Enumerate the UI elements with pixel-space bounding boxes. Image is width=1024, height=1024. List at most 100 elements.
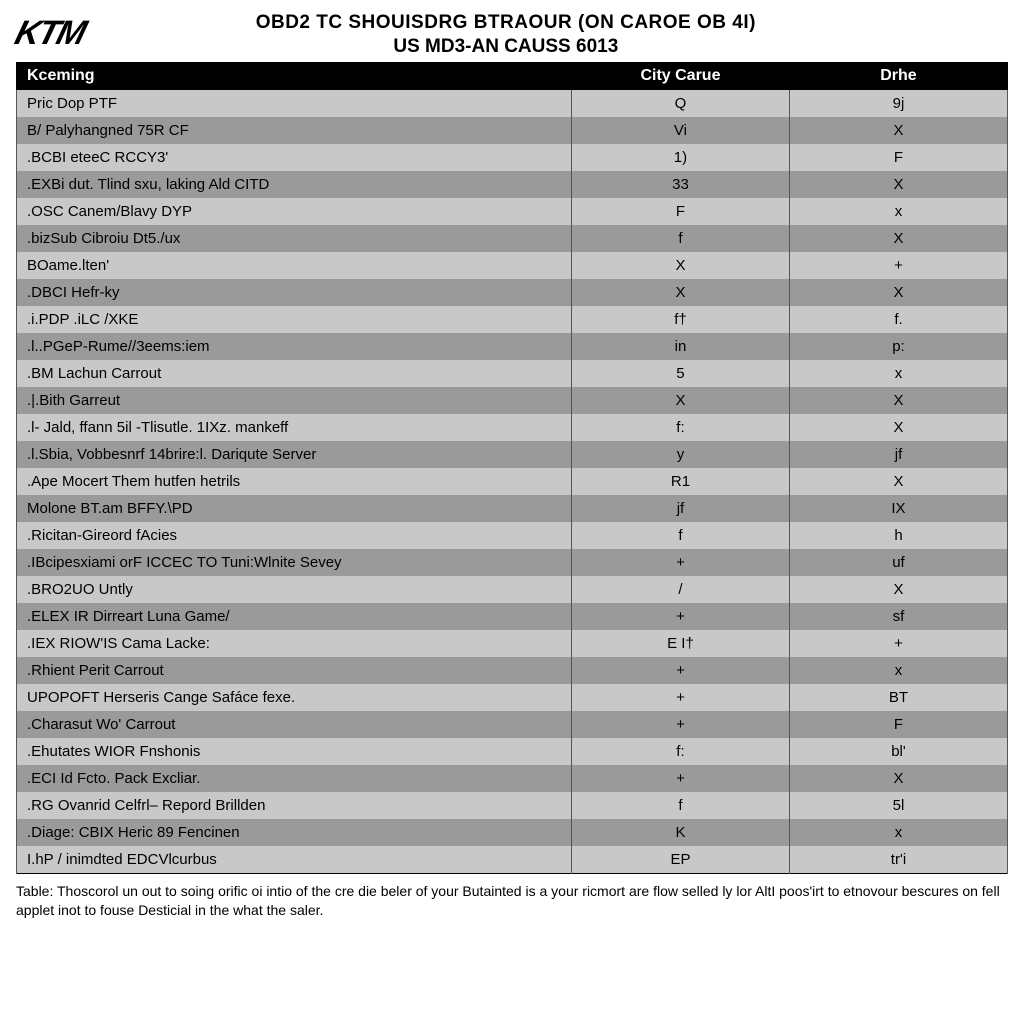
title-line-1: OBD2 TC SHOUISDRG BTRAOUR (ON CAROE OB 4… [104, 12, 908, 34]
cell-city: + [571, 603, 789, 630]
col-header-3: Drhe [789, 63, 1007, 90]
cell-city: + [571, 684, 789, 711]
cell-drhe: F [789, 144, 1007, 171]
cell-drhe: bl' [789, 738, 1007, 765]
cell-drhe: X [789, 279, 1007, 306]
cell-city: 1) [571, 144, 789, 171]
cell-city: F [571, 198, 789, 225]
cell-description: I.hP / inimdted EDCVlcurbus [17, 846, 572, 874]
table-row: .Charasut Wo' Carrout+F [17, 711, 1008, 738]
cell-drhe: 9j [789, 90, 1007, 118]
cell-description: .BCBI eteeC RCCY3' [17, 144, 572, 171]
table-row: .l- Jald, ffann 5il -Tlisutle. 1IXz. man… [17, 414, 1008, 441]
footer-note: Table: Thoscorol un out to soing orific … [16, 882, 1008, 920]
cell-city: Q [571, 90, 789, 118]
cell-drhe: X [789, 387, 1007, 414]
table-row: I.hP / inimdted EDCVlcurbusEPtr'i [17, 846, 1008, 874]
cell-drhe: X [789, 117, 1007, 144]
table-header-row: Kceming City Carue Drhe [17, 63, 1008, 90]
cell-city: f: [571, 738, 789, 765]
cell-description: .ELEX IR Dirreart Luna Game/ [17, 603, 572, 630]
cell-description: .Diage: CBIX Heric 89 Fencinen [17, 819, 572, 846]
cell-drhe: x [789, 198, 1007, 225]
cell-drhe: uf [789, 549, 1007, 576]
cell-description: .Ape Mocert Them hutfen hetrils [17, 468, 572, 495]
cell-drhe: X [789, 765, 1007, 792]
cell-description: .Rhient Perit Carrout [17, 657, 572, 684]
cell-drhe: BT [789, 684, 1007, 711]
cell-description: BOame.lten' [17, 252, 572, 279]
cell-city: y [571, 441, 789, 468]
cell-description: .bizSub Cibroiu Dt5./ux [17, 225, 572, 252]
col-header-2: City Carue [571, 63, 789, 90]
cell-city: X [571, 387, 789, 414]
cell-description: .IEX RIOW'IS Cama Lacke: [17, 630, 572, 657]
cell-city: in [571, 333, 789, 360]
table-row: .IBcipesxiami orF ICCEC TO Tuni:Wlnite S… [17, 549, 1008, 576]
cell-city: EP [571, 846, 789, 874]
cell-city: / [571, 576, 789, 603]
cell-drhe: h [789, 522, 1007, 549]
table-row: .bizSub Cibroiu Dt5./uxfX [17, 225, 1008, 252]
cell-description: .RG Ovanrid Celfrl– Repord Brillden [17, 792, 572, 819]
cell-city: E I† [571, 630, 789, 657]
table-row: Molone BT.am BFFY.\PDjfIX [17, 495, 1008, 522]
header: KTM OBD2 TC SHOUISDRG BTRAOUR (ON CAROE … [16, 12, 1008, 58]
cell-description: .l.Sbia, Vobbesnrf 14brire:l. Dariqute S… [17, 441, 572, 468]
cell-description: .Ehutates WIOR Fnshonis [17, 738, 572, 765]
cell-drhe: + [789, 252, 1007, 279]
cell-description: .Charasut Wo' Carrout [17, 711, 572, 738]
table-row: .ECI Id Fcto. Pack Excliar.+X [17, 765, 1008, 792]
cell-description: B/ Palyhangned 75R CF [17, 117, 572, 144]
cell-drhe: f. [789, 306, 1007, 333]
cell-description: .l- Jald, ffann 5il -Tlisutle. 1IXz. man… [17, 414, 572, 441]
cell-description: .OSC Canem/Blavy DYP [17, 198, 572, 225]
table-row: .BM Lachun Carrout5x [17, 360, 1008, 387]
table-row: .BCBI eteeC RCCY3'1)F [17, 144, 1008, 171]
cell-city: + [571, 711, 789, 738]
cell-city: 33 [571, 171, 789, 198]
table-row: .RG Ovanrid Celfrl– Repord Brilldenf5l [17, 792, 1008, 819]
cell-description: .Ricitan-Gireord fAcies [17, 522, 572, 549]
table-row: .l.Sbia, Vobbesnrf 14brire:l. Dariqute S… [17, 441, 1008, 468]
table-row: .Ehutates WIOR Fnshonisf:bl' [17, 738, 1008, 765]
cell-drhe: p: [789, 333, 1007, 360]
cell-city: + [571, 549, 789, 576]
col-header-1: Kceming [17, 63, 572, 90]
cell-drhe: X [789, 414, 1007, 441]
cell-city: f† [571, 306, 789, 333]
table-row: .l..PGeP-Rume//3eems:ieminp: [17, 333, 1008, 360]
cell-city: X [571, 252, 789, 279]
cell-drhe: x [789, 360, 1007, 387]
table-row: .i.PDP .iLC /XKEf†f. [17, 306, 1008, 333]
cell-description: .BM Lachun Carrout [17, 360, 572, 387]
table-row: .Ricitan-Gireord fAciesfh [17, 522, 1008, 549]
cell-description: UPOPOFT Herseris Cange Safáce fexe. [17, 684, 572, 711]
cell-drhe: tr'i [789, 846, 1007, 874]
table-body: Pric Dop PTFQ9jB/ Palyhangned 75R CFViX.… [17, 90, 1008, 874]
table-row: B/ Palyhangned 75R CFViX [17, 117, 1008, 144]
cell-drhe: X [789, 468, 1007, 495]
table-row: .EXBi dut. Tlind sxu, laking Ald CITD33X [17, 171, 1008, 198]
table-row: .ELEX IR Dirreart Luna Game/+sf [17, 603, 1008, 630]
cell-description: .i.PDP .iLC /XKE [17, 306, 572, 333]
cell-drhe: F [789, 711, 1007, 738]
cell-city: f [571, 522, 789, 549]
table-row: .BRO2UO Untly/X [17, 576, 1008, 603]
cell-city: + [571, 657, 789, 684]
cell-description: .IBcipesxiami orF ICCEC TO Tuni:Wlnite S… [17, 549, 572, 576]
cell-drhe: X [789, 576, 1007, 603]
cell-drhe: + [789, 630, 1007, 657]
data-table: Kceming City Carue Drhe Pric Dop PTFQ9jB… [16, 62, 1008, 874]
table-row: .IEX RIOW'IS Cama Lacke:E I†+ [17, 630, 1008, 657]
cell-description: .BRO2UO Untly [17, 576, 572, 603]
cell-drhe: x [789, 657, 1007, 684]
cell-description: .DBCI Hefr-ky [17, 279, 572, 306]
table-row: BOame.lten'X+ [17, 252, 1008, 279]
table-row: .Ape Mocert Them hutfen hetrilsR1X [17, 468, 1008, 495]
cell-drhe: IX [789, 495, 1007, 522]
cell-city: K [571, 819, 789, 846]
cell-city: jf [571, 495, 789, 522]
cell-city: + [571, 765, 789, 792]
cell-city: X [571, 279, 789, 306]
